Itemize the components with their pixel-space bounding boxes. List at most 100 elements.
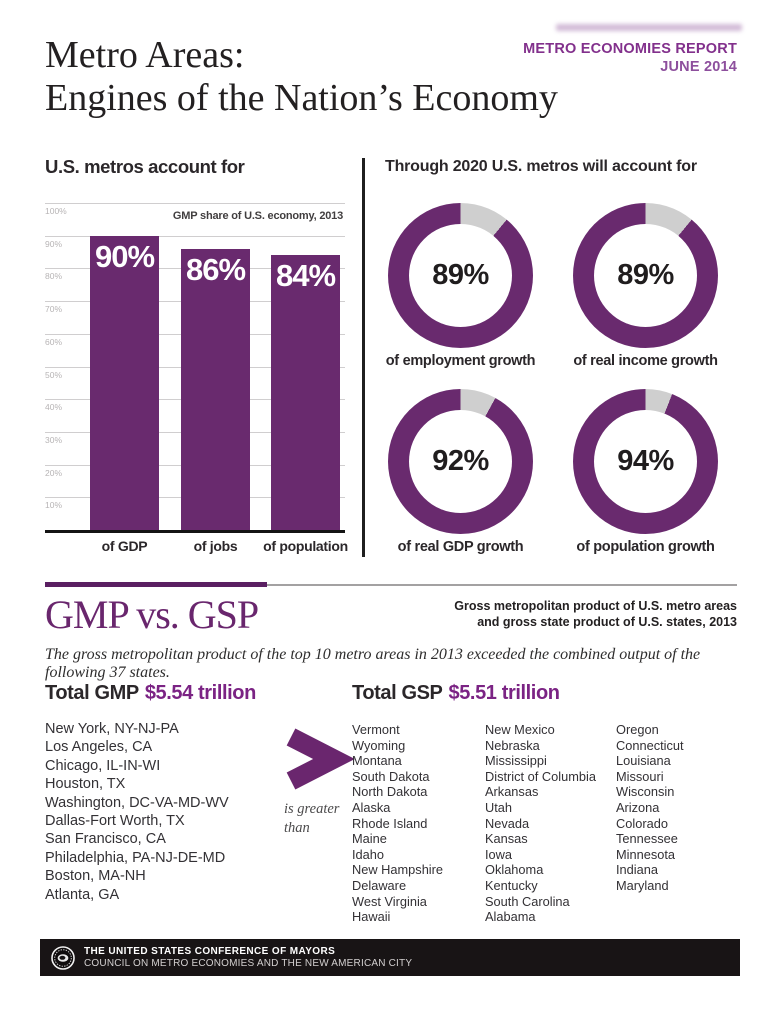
donut-real-gdp-growth: 92% of real GDP growth <box>368 389 553 555</box>
x-axis-label: of jobs <box>193 538 238 554</box>
state-item: Nebraska <box>485 737 540 753</box>
donut-ring-icon: 89% <box>388 203 533 348</box>
donut-caption: of population growth <box>576 539 715 555</box>
report-label: METRO ECONOMIES REPORT <box>523 41 737 57</box>
donut-caption: of real income growth <box>573 353 718 369</box>
state-item: South Carolina <box>485 893 570 909</box>
state-item: Iowa <box>485 846 513 862</box>
state-item: North Dakota <box>352 784 428 800</box>
state-item: Alabama <box>485 909 536 925</box>
y-axis-tick: 20% <box>45 467 63 478</box>
footer-org-name: THE UNITED STATES CONFERENCE OF MAYORS <box>84 945 336 957</box>
state-item: Arizona <box>616 799 660 815</box>
state-item: Tennessee <box>616 831 678 847</box>
bar-of-population: 84% <box>271 255 340 530</box>
state-item: Indiana <box>616 862 658 878</box>
total-gsp-label: Total GSP <box>352 682 443 704</box>
donut-value: 94% <box>617 445 674 477</box>
vertical-divider <box>362 158 365 557</box>
state-item: Kentucky <box>485 877 538 893</box>
greater-than-icon <box>286 728 355 790</box>
state-column-3: Oregon Connecticut Louisiana Missouri Wiscon… <box>616 722 736 925</box>
donut-value: 92% <box>432 445 489 477</box>
page-title: Metro Areas: Engines of the Nation’s Eco… <box>45 34 558 120</box>
bar-chart-heading: U.S. metros account for <box>45 156 245 177</box>
metro-area-item: Los Angeles, CA <box>45 739 153 756</box>
donut-value: 89% <box>617 259 674 291</box>
greater-than-caption-line2: than <box>284 820 310 836</box>
state-item: Connecticut <box>616 737 684 753</box>
state-item: Wisconsin <box>616 784 675 800</box>
state-item: Utah <box>485 799 513 815</box>
x-axis-label: of GDP <box>101 538 148 554</box>
section-rule <box>267 584 737 586</box>
state-item: Oklahoma <box>485 862 544 878</box>
state-item: Maine <box>352 831 387 847</box>
report-label-block: METRO ECONOMIES REPORT JUNE 2014 <box>523 40 737 76</box>
state-item: Missouri <box>616 768 664 784</box>
state-column-1: Vermont Wyoming Montana South Dakota North D… <box>352 722 485 925</box>
state-item: Delaware <box>352 877 407 893</box>
total-gsp-row: Total GSP $5.51 trillion <box>352 682 560 705</box>
page-edge-artifact <box>556 24 742 31</box>
metro-areas-list: New York, NY-NJ-PA Los Angeles, CA Chicago… <box>45 720 229 904</box>
donut-section-heading: Through 2020 U.S. metros will account fo… <box>385 158 697 175</box>
bar-chart: GMP share of U.S. economy, 2013 100% 90% 8… <box>45 203 345 533</box>
metro-area-item: Boston, MA-NH <box>45 868 146 885</box>
donut-caption: of employment growth <box>385 353 536 369</box>
state-item: Hawaii <box>352 909 391 925</box>
donut-real-income-growth: 89% of real income growth <box>553 203 738 369</box>
bar-value-label: 84% <box>275 258 336 294</box>
y-axis-tick: 70% <box>45 304 63 315</box>
total-gsp-value: $5.51 trillion <box>448 682 560 704</box>
gridline <box>45 203 345 204</box>
state-item: Colorado <box>616 815 668 831</box>
section-rule-accent <box>45 582 267 587</box>
donut-employment-growth: 89% of employment growth <box>368 203 553 369</box>
state-item: Minnesota <box>616 846 676 862</box>
total-gmp-label: Total GMP <box>45 682 139 704</box>
total-gmp-value: $5.54 trillion <box>144 682 257 704</box>
state-item: Kansas <box>485 831 528 847</box>
y-axis-tick: 50% <box>45 369 63 380</box>
bar-value-label: 86% <box>185 251 246 287</box>
gmp-subtitle-line1: Gross metropolitan product of U.S. metro… <box>454 599 737 613</box>
greater-than-caption: is greater than <box>284 800 339 838</box>
state-item: Oregon <box>616 722 659 737</box>
metro-area-item: San Francisco, CA <box>45 831 166 848</box>
footer-bar: THE UNITED STATES CONFERENCE OF MAYORS C… <box>40 939 740 976</box>
bar-of-GDP: 90% <box>90 235 159 530</box>
state-item: Alaska <box>352 799 391 815</box>
bar-chart-x-labels: of GDP of jobs of population <box>45 538 349 558</box>
state-item: New Hampshire <box>352 862 444 878</box>
greater-than-caption-line1: is greater <box>284 801 340 817</box>
state-item: District of Columbia <box>485 768 596 784</box>
metro-area-item: Atlanta, GA <box>45 886 120 903</box>
state-item: Louisiana <box>616 753 671 769</box>
report-date: JUNE 2014 <box>660 59 737 75</box>
bar-value-label: 90% <box>94 238 155 274</box>
donut-ring-icon: 94% <box>573 389 718 534</box>
state-item: West Virginia <box>352 893 427 909</box>
footer-council-name: COUNCIL ON METRO ECONOMIES AND THE NEW A… <box>84 957 413 969</box>
state-item: Mississippi <box>485 753 547 769</box>
state-item: Montana <box>352 753 402 769</box>
donut-population-growth: 94% of population growth <box>553 389 738 555</box>
metro-area-item: Dallas-Fort Worth, TX <box>45 813 185 830</box>
state-item: Idaho <box>352 846 385 862</box>
footer-text: THE UNITED STATES CONFERENCE OF MAYORS C… <box>84 946 412 970</box>
donut-caption: of real GDP growth <box>397 539 524 555</box>
state-item: South Dakota <box>352 768 430 784</box>
bar-chart-note: GMP share of U.S. economy, 2013 <box>172 210 343 222</box>
gmp-vs-gsp-subtitle: Gross metropolitan product of U.S. metro… <box>454 599 737 630</box>
y-axis-tick: 30% <box>45 434 63 445</box>
state-item: Nevada <box>485 815 530 831</box>
metro-area-item: Chicago, IL-IN-WI <box>45 757 161 774</box>
x-axis-label: of population <box>263 538 348 554</box>
states-list: Vermont Wyoming Montana South Dakota North D… <box>352 722 736 925</box>
gmp-intro-sentence: The gross metropolitan product of the to… <box>45 646 701 681</box>
y-axis-tick: 10% <box>45 500 63 511</box>
y-axis-tick: 90% <box>45 238 63 249</box>
donut-ring-icon: 92% <box>388 389 533 534</box>
state-item: Maryland <box>616 877 669 893</box>
